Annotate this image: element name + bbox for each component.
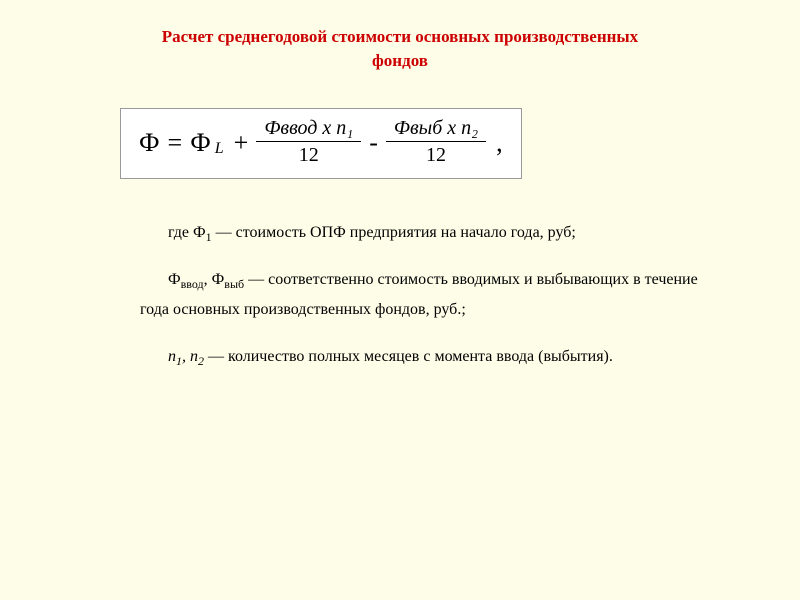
- exp2-phi2: Ф: [212, 271, 225, 288]
- formula-frac2-den: 12: [426, 142, 446, 166]
- formula-frac1-num: Фввод х n₁: [256, 117, 361, 142]
- exp2-sub2: выб: [224, 278, 244, 292]
- explanation-line-1: где Ф1 — стоимость ОПФ предприятия на на…: [140, 219, 710, 249]
- explanation-line-2: Фввод, Фвыб — соответственно стоимость в…: [140, 266, 710, 325]
- formula-phi1: Ф: [190, 128, 211, 158]
- formula-minus: -: [369, 128, 378, 158]
- exp3-n1: n: [168, 348, 176, 365]
- exp3-rest: — количество полных месяцев с момента вв…: [204, 348, 613, 365]
- exp3-n2: n: [190, 348, 198, 365]
- formula-plus: +: [234, 128, 249, 158]
- formula-frac1-den: 12: [299, 142, 319, 166]
- formula-comma: ,: [496, 128, 503, 158]
- formula-eq: =: [168, 128, 183, 158]
- formula-sub-L: L: [215, 140, 224, 158]
- explanation-line-3: n1, n2 — количество полных месяцев с мом…: [140, 343, 710, 373]
- page-title: Расчет среднегодовой стоимости основных …: [150, 25, 650, 73]
- formula-frac1: Фввод х n₁ 12: [256, 117, 361, 166]
- formula-frac2-num: Фвыб х n₂: [386, 117, 486, 142]
- exp1-rest: — стоимость ОПФ предприятия на начало го…: [212, 224, 576, 241]
- explanation-block: где Ф1 — стоимость ОПФ предприятия на на…: [140, 219, 710, 373]
- exp2-phi1: Ф: [168, 271, 181, 288]
- formula: Ф = ФL + Фввод х n₁ 12 - Фвыб х n₂ 12 ,: [139, 119, 503, 168]
- formula-lhs: Ф: [139, 128, 160, 158]
- formula-container: Ф = ФL + Фввод х n₁ 12 - Фвыб х n₂ 12 ,: [120, 108, 522, 179]
- exp2-sub1: ввод: [181, 278, 204, 292]
- exp3-sep: ,: [182, 348, 190, 365]
- exp2-sep: ,: [204, 271, 212, 288]
- exp1-prefix: где Ф: [168, 224, 206, 241]
- formula-frac2: Фвыб х n₂ 12: [386, 117, 486, 166]
